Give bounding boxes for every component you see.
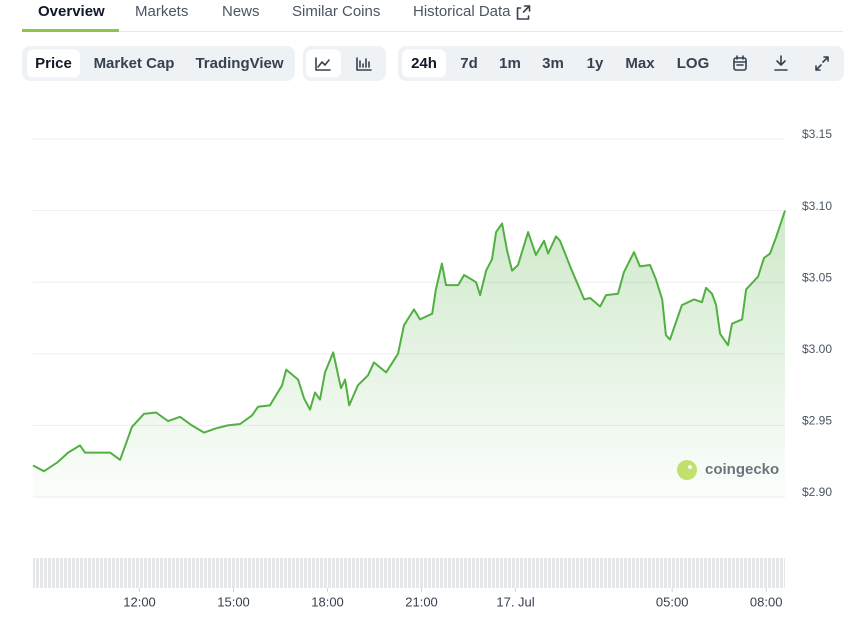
range-button[interactable]: 1y — [587, 55, 604, 72]
y-tick-label: $2.95 — [802, 414, 832, 428]
range-button[interactable]: 3m — [542, 55, 564, 72]
tab[interactable]: Markets — [135, 3, 188, 20]
mode-group — [22, 46, 295, 81]
active-mode — [27, 49, 80, 78]
range-button[interactable]: Max — [625, 55, 655, 72]
price-area — [33, 210, 785, 497]
range-button[interactable]: 1m — [499, 55, 521, 72]
download-icon[interactable] — [774, 55, 788, 71]
tab[interactable]: Historical Data — [413, 3, 511, 20]
tab-bar: Overview Markets News Similar Coins Historic… — [22, 3, 843, 32]
range-group — [398, 46, 844, 81]
toolbar: Price Market Cap TradingView 24h 7d 1m 3m 1y Max… — [22, 46, 844, 81]
active-tab-indicator — [22, 29, 119, 32]
y-tick-label: $3.05 — [802, 270, 832, 284]
range-button[interactable]: 24h — [411, 55, 437, 72]
fullscreen-icon[interactable] — [815, 56, 829, 71]
volume-strip — [33, 558, 785, 588]
tab[interactable]: News — [222, 3, 260, 20]
mode-button[interactable]: TradingView — [195, 55, 283, 72]
tab[interactable]: Similar Coins — [292, 3, 380, 20]
calendar-icon[interactable] — [733, 55, 747, 71]
x-tick-label: 17. Jul — [496, 594, 534, 609]
y-tick-label: $3.15 — [802, 127, 832, 141]
x-tick-label: 12:00 — [123, 594, 156, 609]
x-tick-label: 05:00 — [656, 594, 689, 609]
candle-chart-icon[interactable] — [356, 57, 372, 71]
y-tick-label: $3.10 — [802, 199, 832, 213]
y-tick-label: $2.90 — [802, 485, 832, 499]
x-tick-label: 08:00 — [750, 594, 783, 609]
x-tick-label: 15:00 — [217, 594, 250, 609]
range-button[interactable]: 7d — [460, 55, 478, 72]
active-range — [402, 49, 446, 78]
line-chart-icon[interactable] — [315, 57, 331, 71]
mode-button[interactable]: Market Cap — [94, 55, 175, 72]
range-button[interactable]: LOG — [677, 55, 710, 72]
tab[interactable]: Overview — [38, 3, 105, 20]
x-tick-label: 18:00 — [311, 594, 344, 609]
y-tick-label: $3.00 — [802, 342, 832, 356]
external-link-icon[interactable] — [516, 5, 531, 20]
x-tick-label: 21:00 — [405, 594, 438, 609]
mode-button[interactable]: Price — [35, 55, 72, 72]
price-line — [32, 210, 786, 473]
